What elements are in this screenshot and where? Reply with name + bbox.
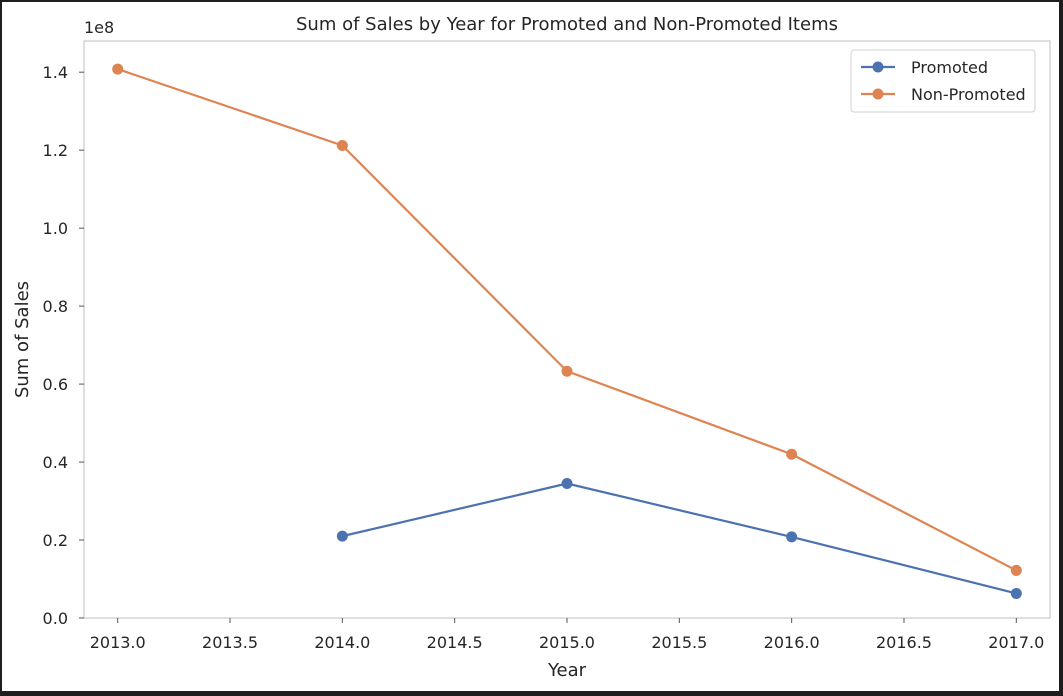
series-layer: [112, 63, 1022, 599]
legend: Promoted Non-Promoted: [850, 49, 1036, 113]
x-tick-label: 2017.0: [988, 633, 1044, 652]
x-axis-ticks: 2013.0 2013.5 2014.0 2014.5 2015.0 2015.5 2016…: [90, 618, 1044, 652]
x-tick-label: 2013.0: [90, 633, 146, 652]
series-line-non-promoted: [117, 68, 1017, 572]
y-tick-label: 0.0: [43, 609, 68, 628]
x-tick-label: 2015.0: [539, 633, 595, 652]
legend-label: Promoted: [911, 58, 988, 77]
y-axis-label: Sum of Sales: [12, 281, 33, 398]
y-tick-label: 0.8: [43, 297, 68, 316]
chart-title: Sum of Sales by Year for Promoted and No…: [296, 14, 838, 35]
legend-marker: [872, 61, 884, 73]
data-point-promoted: [786, 531, 798, 543]
data-point-non-promoted: [786, 448, 798, 460]
data-point-non-promoted: [561, 365, 573, 377]
x-tick-label: 2016.0: [764, 633, 820, 652]
series-line-promoted: [342, 482, 1017, 595]
y-axis-offset-label: 1e8: [84, 18, 114, 37]
series-non-promoted: [112, 63, 1022, 576]
y-tick-label: 0.2: [43, 531, 68, 550]
data-point-promoted: [561, 477, 573, 489]
y-tick-label: 1.0: [43, 219, 68, 238]
legend-label: Non-Promoted: [911, 85, 1026, 104]
series-promoted: [336, 477, 1022, 599]
x-tick-label: 2015.5: [651, 633, 707, 652]
y-tick-label: 1.2: [43, 141, 68, 160]
data-point-non-promoted: [336, 139, 348, 151]
y-tick-label: 0.4: [43, 453, 68, 472]
x-tick-label: 2014.5: [427, 633, 483, 652]
legend-item-promoted: Promoted: [861, 58, 988, 77]
x-axis-label: Year: [547, 660, 587, 681]
data-point-non-promoted: [1010, 564, 1022, 576]
x-tick-label: 2014.0: [314, 633, 370, 652]
legend-box: [850, 49, 1036, 113]
data-point-promoted: [1010, 587, 1022, 599]
legend-item-non-promoted: Non-Promoted: [861, 85, 1026, 104]
y-axis-ticks: 0.0 0.2 0.4 0.6 0.8 1.0 1.2 1.4: [43, 63, 84, 628]
data-point-promoted: [336, 530, 348, 542]
y-tick-label: 1.4: [43, 63, 68, 82]
legend-marker: [872, 88, 884, 100]
y-tick-label: 0.6: [43, 375, 68, 394]
x-tick-label: 2016.5: [876, 633, 932, 652]
plot-frame: [83, 40, 1051, 619]
x-tick-label: 2013.5: [202, 633, 258, 652]
data-point-non-promoted: [112, 63, 124, 75]
